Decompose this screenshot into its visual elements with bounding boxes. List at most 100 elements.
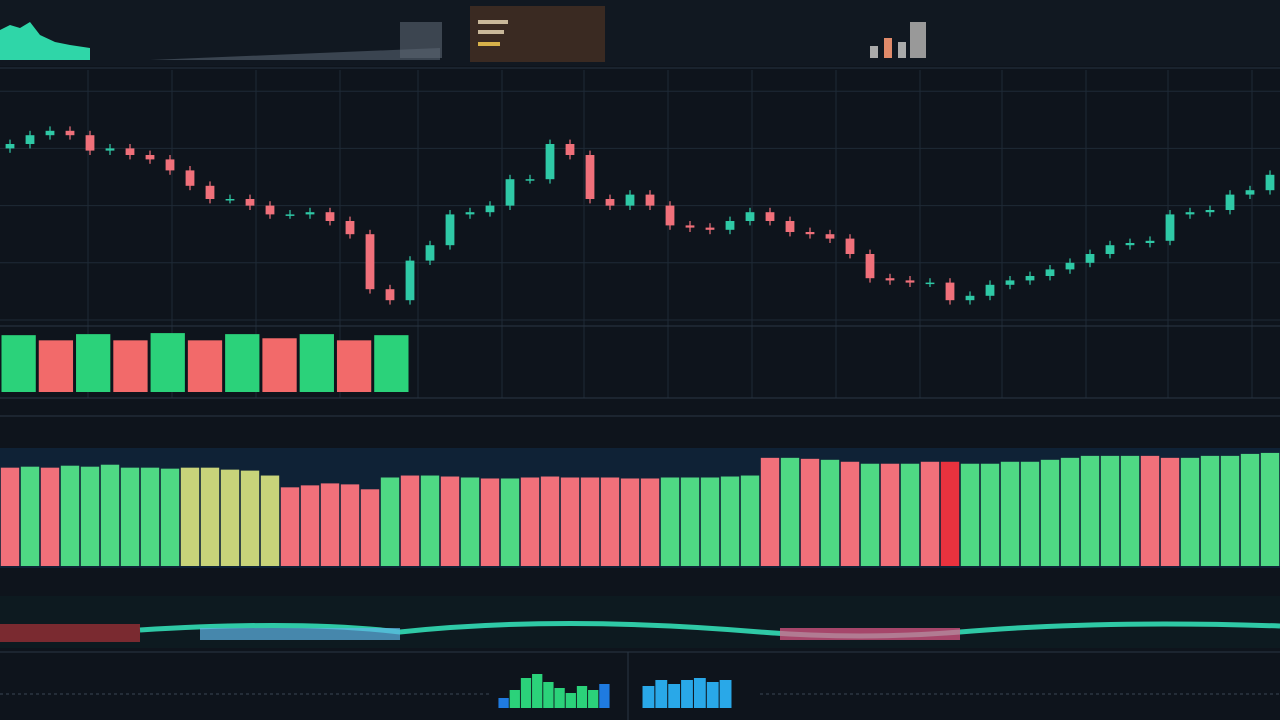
candle-body — [705, 227, 715, 230]
oscillator-band — [780, 628, 960, 640]
mini-bar — [910, 22, 926, 58]
bar — [720, 476, 740, 566]
bar — [1100, 455, 1120, 566]
bar — [706, 682, 719, 708]
bar — [660, 477, 680, 566]
candle-body — [1165, 214, 1175, 241]
mini-text — [478, 20, 508, 24]
candle-body — [185, 170, 195, 186]
candle-body — [945, 282, 955, 301]
bar — [1240, 453, 1260, 566]
bar — [0, 467, 20, 566]
bar — [693, 678, 706, 708]
bar — [760, 457, 780, 566]
candle-body — [285, 214, 295, 216]
bar — [225, 334, 260, 392]
mini-area — [150, 48, 440, 60]
bar — [262, 338, 297, 392]
bar — [498, 698, 509, 708]
candle-body — [385, 289, 395, 301]
bar — [280, 487, 300, 566]
candle-body — [105, 148, 115, 151]
candle-body — [305, 212, 315, 215]
bar — [160, 468, 180, 566]
bar — [620, 478, 640, 566]
candle-body — [905, 280, 915, 283]
bar — [187, 340, 223, 392]
candle-body — [885, 278, 895, 281]
candle-body — [1005, 280, 1015, 285]
bar — [1120, 455, 1140, 566]
bar — [1, 335, 36, 392]
candle-body — [65, 130, 75, 136]
candle-body — [565, 144, 575, 155]
bar — [655, 680, 668, 708]
candle-body — [265, 205, 275, 215]
candle-body — [165, 159, 175, 171]
bar — [60, 465, 80, 566]
candle-body — [965, 295, 975, 301]
bar — [500, 478, 520, 566]
bar — [480, 478, 500, 566]
bar — [700, 477, 720, 566]
bar — [420, 475, 440, 566]
bar — [719, 680, 732, 708]
bar — [120, 467, 140, 566]
candle-body — [725, 221, 735, 230]
bar — [1060, 457, 1080, 566]
bar — [1040, 459, 1060, 566]
candle-body — [685, 225, 695, 228]
bar — [200, 467, 220, 566]
bar — [681, 680, 693, 708]
bar — [820, 459, 840, 566]
mini-table — [400, 22, 442, 58]
candle-body — [545, 144, 555, 180]
candle-body — [425, 245, 435, 261]
candle-body — [605, 199, 615, 206]
bar — [180, 467, 200, 566]
bar — [150, 333, 185, 392]
candle-body — [1125, 243, 1135, 246]
candle-body — [505, 179, 515, 206]
bar — [80, 466, 100, 566]
bar — [1000, 461, 1020, 566]
bar — [1200, 455, 1220, 566]
candle-body — [85, 135, 95, 151]
bar — [509, 690, 520, 708]
bar — [980, 463, 1000, 566]
bar — [940, 461, 960, 566]
bar — [642, 686, 655, 708]
bar — [320, 483, 340, 566]
bar — [374, 335, 409, 392]
bar — [532, 674, 543, 708]
bar — [520, 678, 532, 708]
candle-body — [485, 205, 495, 213]
candle-body — [365, 234, 375, 290]
mini-bar — [884, 38, 892, 58]
bar — [920, 461, 940, 566]
top-panel — [0, 0, 1280, 66]
candle-body — [925, 282, 935, 285]
bar — [240, 470, 260, 566]
oscillator-band — [200, 628, 400, 640]
mini-text — [478, 42, 500, 46]
bar — [860, 463, 880, 566]
bar — [1220, 455, 1240, 566]
bar — [565, 693, 576, 708]
candle-body — [1265, 174, 1275, 191]
bar — [880, 463, 900, 566]
candle-body — [745, 212, 755, 221]
bar — [740, 475, 760, 566]
candle-body — [445, 214, 455, 246]
bar — [900, 463, 920, 566]
candle-body — [125, 148, 135, 155]
bar — [100, 464, 120, 566]
bar — [360, 489, 380, 566]
bar — [1140, 455, 1160, 566]
candle-body — [1225, 194, 1235, 210]
candle-body — [345, 221, 355, 235]
bar — [554, 688, 565, 708]
candle-body — [1245, 190, 1255, 195]
bar — [680, 477, 700, 566]
